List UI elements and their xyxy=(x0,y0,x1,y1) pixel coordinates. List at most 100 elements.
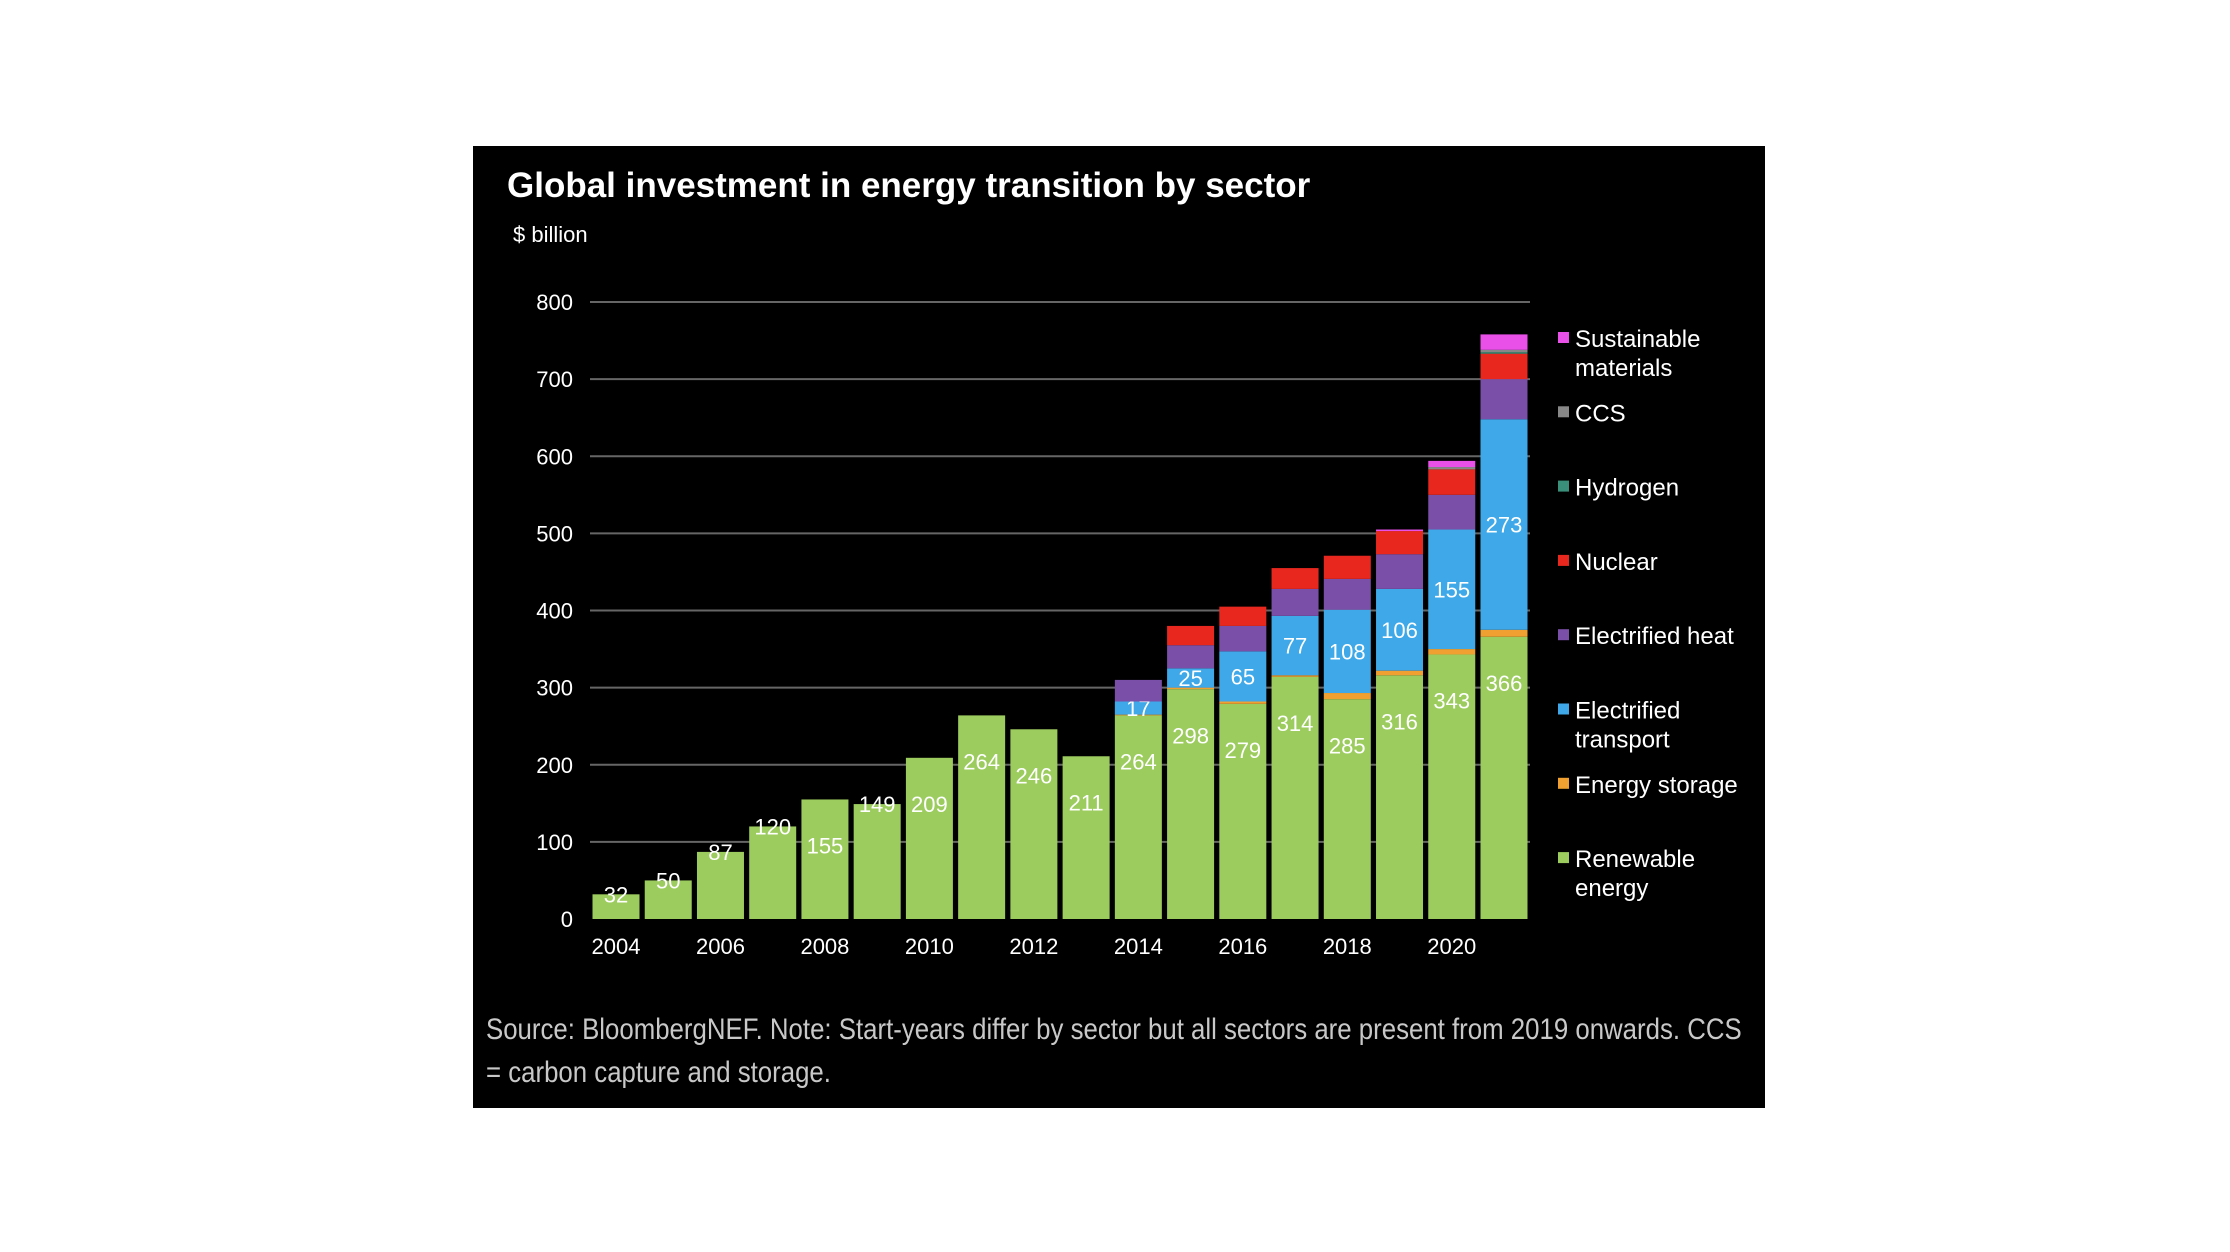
bar-segment xyxy=(1114,701,1162,715)
data-label: 279 xyxy=(1224,738,1261,763)
data-label: 155 xyxy=(807,834,844,859)
bar-segment xyxy=(1323,693,1371,700)
bar-segment xyxy=(1376,675,1424,919)
bar-segment xyxy=(644,880,692,919)
bar-segment xyxy=(905,757,953,919)
data-label: 50 xyxy=(656,868,680,893)
data-label: 316 xyxy=(1381,710,1418,735)
legend-swatch xyxy=(1558,480,1569,492)
bar-segment xyxy=(696,851,744,919)
y-tick-label: 800 xyxy=(536,290,573,315)
bar-segment xyxy=(1114,715,1162,919)
x-tick-label: 2018 xyxy=(1323,934,1372,959)
bar-segment xyxy=(1219,703,1267,919)
legend-label: Renewable xyxy=(1575,846,1695,873)
bar-segment xyxy=(1376,554,1424,589)
legend-label: materials xyxy=(1575,355,1672,382)
x-tick-label: 2008 xyxy=(800,934,849,959)
x-tick-label: 2004 xyxy=(592,934,641,959)
data-label: 77 xyxy=(1283,634,1307,659)
chart-title: Global investment in energy transition b… xyxy=(507,166,1311,205)
bar-segment xyxy=(1428,529,1476,650)
bar-segment xyxy=(1219,651,1267,702)
data-label: 314 xyxy=(1277,711,1314,736)
legend-label: Hydrogen xyxy=(1575,475,1679,502)
legend-label: Nuclear xyxy=(1575,549,1658,576)
bar-segment xyxy=(1219,625,1267,652)
source-note: Source: BloombergNEF. Note: Start-years … xyxy=(486,1013,1742,1089)
bar-segment xyxy=(1428,460,1476,468)
bar-segment xyxy=(1271,615,1319,676)
bar-segment xyxy=(1271,675,1319,677)
bar-segment xyxy=(1114,714,1162,716)
y-tick-label: 200 xyxy=(536,753,573,778)
bar-segment xyxy=(1323,555,1371,579)
bar-segment xyxy=(1376,670,1424,676)
bar-segment xyxy=(1167,687,1215,690)
data-label: 264 xyxy=(963,750,1000,775)
x-tick-label: 2010 xyxy=(905,934,954,959)
y-tick-label: 700 xyxy=(536,367,573,392)
legend-label: Electrified xyxy=(1575,698,1680,725)
bar-segment xyxy=(1323,609,1371,694)
y-tick-label: 400 xyxy=(536,599,573,624)
bar-segment xyxy=(1271,676,1319,919)
y-tick-label: 500 xyxy=(536,521,573,546)
bar-segment xyxy=(801,799,849,919)
data-label: 209 xyxy=(911,792,948,817)
bar-segment xyxy=(1167,668,1215,688)
bar-segment xyxy=(1480,349,1528,353)
bar-segment xyxy=(1167,689,1215,919)
data-label: 211 xyxy=(1069,791,1104,816)
data-label: 273 xyxy=(1486,513,1523,538)
bar-segment xyxy=(1010,729,1058,919)
data-label: 32 xyxy=(604,882,628,907)
y-tick-label: 600 xyxy=(536,444,573,469)
bar-segment xyxy=(1480,636,1528,919)
bar-segment xyxy=(1428,494,1476,530)
bar-segment xyxy=(1167,645,1215,669)
y-tick-label: 300 xyxy=(536,676,573,701)
legend-swatch xyxy=(1558,703,1569,715)
data-label: 65 xyxy=(1231,664,1255,689)
x-tick-label: 2014 xyxy=(1114,934,1163,959)
legend-swatch xyxy=(1558,777,1569,789)
bar-segment xyxy=(1062,756,1110,919)
bar-segment xyxy=(1114,679,1162,702)
data-label: 285 xyxy=(1329,733,1366,758)
data-label: 120 xyxy=(754,814,791,839)
bar-segment xyxy=(1428,467,1476,470)
legend-label: CCS xyxy=(1575,400,1626,427)
legend-swatch xyxy=(1558,629,1569,641)
bar-segment xyxy=(1376,588,1424,671)
data-label: 25 xyxy=(1178,666,1202,691)
y-axis-unit: $ billion xyxy=(513,222,588,247)
bar-segment xyxy=(1480,419,1528,630)
bar-segment xyxy=(1428,654,1476,919)
legend-label: transport xyxy=(1575,727,1670,754)
bar-segment xyxy=(958,715,1006,919)
legend-label: Sustainable xyxy=(1575,326,1700,353)
bar-segment xyxy=(1271,588,1319,616)
data-label: 298 xyxy=(1172,723,1209,748)
data-label: 366 xyxy=(1486,671,1523,696)
bar-segment xyxy=(1480,353,1528,380)
data-label: 108 xyxy=(1329,639,1366,664)
bar-segment xyxy=(1376,531,1424,555)
bar-segment xyxy=(1480,334,1528,350)
bar-segment xyxy=(1480,379,1528,420)
bar-segment xyxy=(1480,352,1528,354)
legend-label: Electrified heat xyxy=(1575,623,1734,650)
bar-segment xyxy=(1480,629,1528,637)
data-label: 155 xyxy=(1433,577,1470,602)
bar-segment xyxy=(1271,568,1319,589)
stacked-bar-chart: 0 100 200 300 400 500 600 700 800 32 2004 50 87 2006 1… xyxy=(536,290,1737,959)
data-label: 106 xyxy=(1381,618,1418,643)
bar-segment xyxy=(1428,469,1476,495)
legend-swatch xyxy=(1558,554,1569,566)
bar-segment xyxy=(1376,529,1424,532)
bar-segment xyxy=(592,894,640,919)
legend-swatch xyxy=(1558,332,1569,343)
data-label: 264 xyxy=(1120,750,1157,775)
bar-segment xyxy=(1219,606,1267,626)
